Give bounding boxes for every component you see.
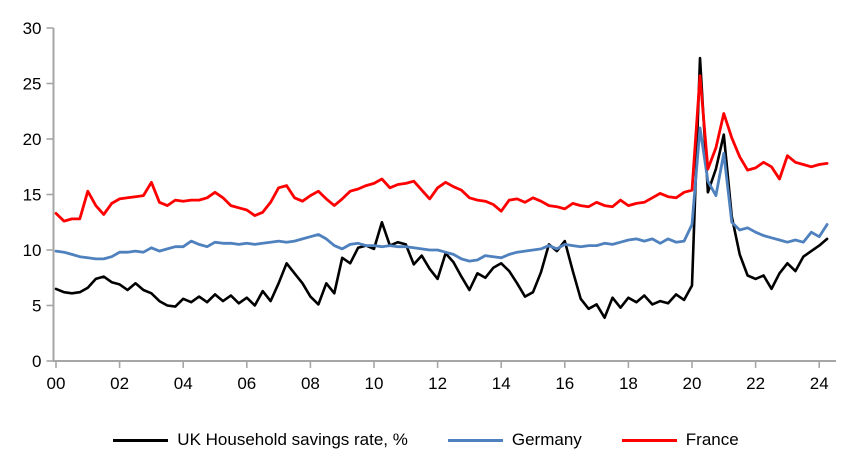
x-tick-label: 08 <box>301 374 320 393</box>
x-tick-label: 06 <box>237 374 256 393</box>
france-line-swatch-icon <box>621 438 677 442</box>
x-tick-label: 00 <box>47 374 66 393</box>
x-tick-label: 20 <box>683 374 702 393</box>
y-tick-label: 30 <box>23 19 42 38</box>
x-tick-label: 16 <box>555 374 574 393</box>
y-tick-label: 5 <box>32 297 41 316</box>
legend-label-uk: UK Household savings rate, % <box>177 430 408 449</box>
tick-marks <box>46 27 821 368</box>
y-tick-label: 15 <box>23 186 42 205</box>
y-tick-label: 0 <box>32 352 41 371</box>
axes <box>52 28 836 362</box>
legend-item-uk: UK Household savings rate, % <box>113 430 408 450</box>
legend-label-germany: Germany <box>511 430 582 449</box>
x-tick-label: 10 <box>365 374 384 393</box>
x-tick-label: 14 <box>492 374 511 393</box>
series-line-france <box>54 74 829 223</box>
x-axis-labels: 00 02 04 06 08 10 12 14 16 18 20 22 24 <box>47 374 829 393</box>
legend-item-germany: Germany <box>447 430 582 450</box>
savings-rate-line-chart: 0 5 10 15 20 25 30 00 02 04 06 08 10 12 14 16 18 20 22 24 <box>23 19 836 393</box>
y-axis-labels: 0 5 10 15 20 25 30 <box>23 19 42 371</box>
x-tick-label: 12 <box>428 374 447 393</box>
series-line-germany <box>54 126 829 263</box>
x-tick-label: 24 <box>810 374 829 393</box>
x-tick-label: 02 <box>110 374 129 393</box>
x-tick-label: 18 <box>619 374 638 393</box>
chart-legend: UK Household savings rate, % Germany Fra… <box>0 430 852 450</box>
x-tick-label: 22 <box>746 374 765 393</box>
y-tick-label: 20 <box>23 130 42 149</box>
y-tick-label: 10 <box>23 241 42 260</box>
germany-line-swatch-icon <box>447 438 503 442</box>
y-tick-label: 25 <box>23 75 42 94</box>
legend-item-france: France <box>621 430 739 450</box>
x-tick-label: 04 <box>174 374 193 393</box>
uk-line-swatch-icon <box>113 438 169 442</box>
legend-label-france: France <box>685 430 739 449</box>
